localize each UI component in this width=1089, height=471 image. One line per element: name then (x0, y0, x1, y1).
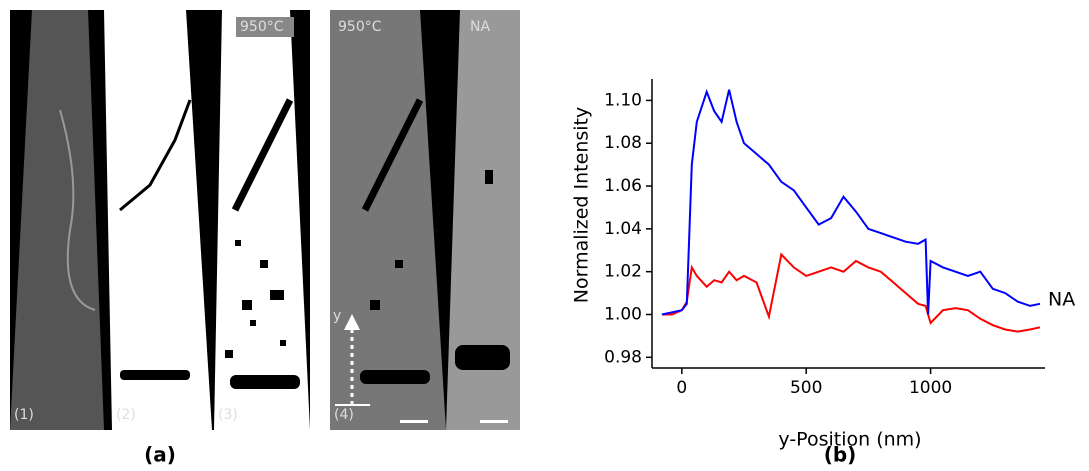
micrograph-strip (330, 10, 520, 430)
y-tick-label: 0.98 (604, 347, 642, 367)
micrograph-strip (10, 10, 310, 430)
series-line (661, 252, 1041, 333)
panel-label: (a) (144, 443, 176, 467)
image-label: (3) (218, 407, 238, 423)
x-tick-label: 0 (676, 378, 687, 398)
x-axis-label: y-Position (nm) (778, 429, 921, 451)
y-axis-label: Normalized Intensity (571, 107, 593, 304)
y-tick-label: 1.00 (604, 304, 642, 324)
x-tick-label: 500 (790, 378, 822, 398)
image-label: NA (470, 19, 490, 35)
panel-label: (b) (824, 443, 857, 467)
temperature-label: 950°C (240, 19, 284, 35)
x-tick-label: 1000 (909, 378, 952, 398)
series-label: NA (1048, 288, 1075, 310)
axis-arrow-label: y (333, 308, 341, 324)
y-tick-label: 1.04 (604, 219, 642, 239)
y-tick-label: 1.02 (604, 262, 642, 282)
temperature-label: 950°C (338, 19, 382, 35)
y-tick-label: 1.10 (604, 90, 642, 110)
y-tick-label: 1.06 (604, 176, 642, 196)
series-line (661, 88, 1041, 316)
image-label: (2) (116, 407, 136, 423)
image-label: (1) (14, 407, 34, 423)
y-tick-label: 1.08 (604, 133, 642, 153)
image-label: (4) (334, 407, 354, 423)
